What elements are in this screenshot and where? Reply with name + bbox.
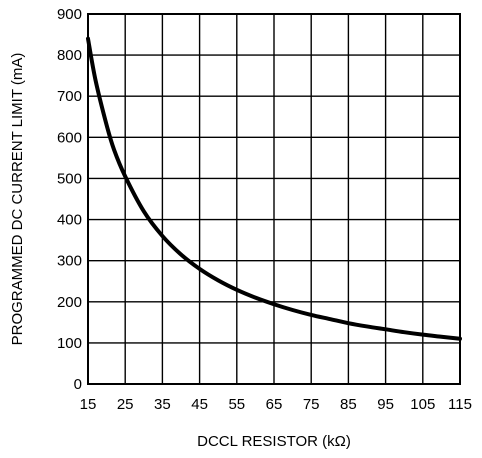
- x-tick-label: 15: [80, 396, 97, 413]
- x-tick-label: 75: [303, 396, 320, 413]
- y-tick-label: 800: [57, 47, 82, 64]
- x-axis-label: DCCL RESISTOR (kΩ): [197, 433, 351, 450]
- y-tick-label: 200: [57, 294, 82, 311]
- y-tick-label: 500: [57, 170, 82, 187]
- x-tick-label: 95: [377, 396, 394, 413]
- y-tick-label: 700: [57, 88, 82, 105]
- y-tick-label: 300: [57, 253, 82, 270]
- x-tick-label: 105: [410, 396, 435, 413]
- y-axis-label: PROGRAMMED DC CURRENT LIMIT (mA): [9, 53, 26, 346]
- y-tick-label: 900: [57, 6, 82, 23]
- y-tick-label: 100: [57, 335, 82, 352]
- current-limit-curve: [86, 36, 462, 341]
- x-tick-label: 115: [448, 396, 472, 413]
- y-tick-label: 600: [57, 129, 82, 146]
- y-tick-label: 400: [57, 212, 82, 229]
- y-axis-ticks: 0 100 200 300 400 500 600 700 800 900: [57, 6, 82, 393]
- chart-grid: [87, 13, 461, 385]
- x-tick-label: 35: [154, 396, 171, 413]
- x-tick-label: 25: [117, 396, 134, 413]
- plot-frame: [87, 13, 461, 385]
- x-axis-ticks: 15 25 35 45 55 65 75 85 95 105 115: [80, 396, 472, 413]
- y-tick-label: 0: [74, 376, 82, 393]
- series-layer: [86, 36, 462, 341]
- x-tick-label: 65: [266, 396, 283, 413]
- x-tick-label: 45: [191, 396, 208, 413]
- x-tick-label: 85: [340, 396, 357, 413]
- x-tick-label: 55: [228, 396, 245, 413]
